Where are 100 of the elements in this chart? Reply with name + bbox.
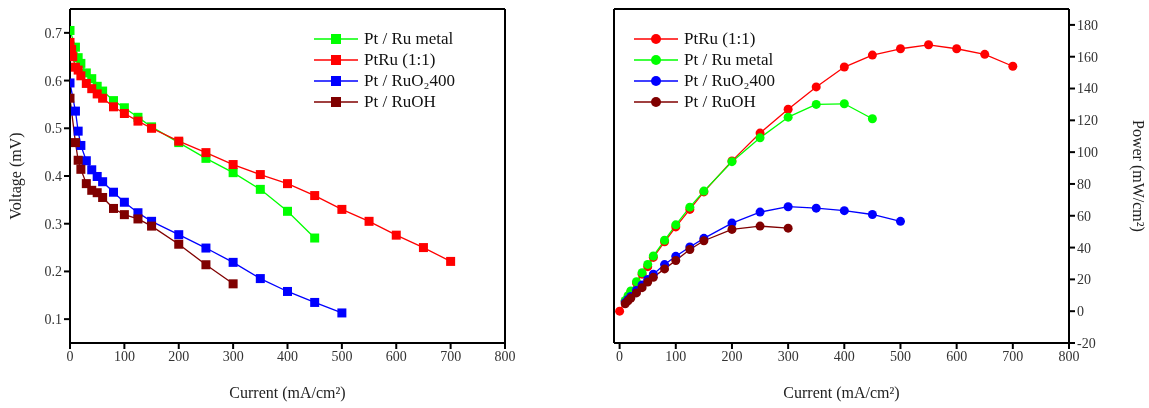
legend-label: Pt / RuOH bbox=[364, 91, 436, 112]
x-tick-label: 500 bbox=[331, 348, 353, 364]
point bbox=[364, 216, 374, 226]
point bbox=[98, 192, 108, 202]
point bbox=[133, 116, 143, 126]
x-tick-label: 0 bbox=[66, 348, 74, 364]
point bbox=[174, 230, 184, 240]
point bbox=[174, 239, 184, 249]
point bbox=[147, 221, 157, 231]
point bbox=[660, 264, 670, 274]
point bbox=[255, 184, 265, 194]
x-tick-label: 300 bbox=[777, 348, 799, 364]
y2-tick-label: 180 bbox=[1077, 17, 1098, 33]
y2-tick-label: 60 bbox=[1077, 208, 1091, 224]
y-tick-label: 0.2 bbox=[44, 264, 62, 280]
point bbox=[70, 106, 80, 116]
point bbox=[839, 99, 849, 109]
y-tick-label: 0.7 bbox=[44, 25, 62, 41]
point bbox=[201, 243, 211, 253]
y2-tick-label: 20 bbox=[1077, 272, 1091, 288]
point bbox=[755, 207, 765, 217]
y2-tick-label: -20 bbox=[1077, 335, 1096, 351]
y2-tick-label: 0 bbox=[1077, 304, 1084, 320]
point bbox=[98, 93, 108, 103]
point bbox=[839, 62, 849, 72]
legend-label: PtRu (1:1) bbox=[364, 49, 436, 70]
point bbox=[201, 260, 211, 270]
point bbox=[76, 71, 86, 81]
x-axis-title: Current (mA/cm²) bbox=[783, 384, 900, 402]
y-tick-label: 0.4 bbox=[44, 168, 62, 184]
x-tick-label: 400 bbox=[833, 348, 855, 364]
point bbox=[446, 256, 456, 266]
x-tick-label: 600 bbox=[385, 348, 407, 364]
y-tick-label: 0.1 bbox=[44, 312, 62, 328]
point bbox=[98, 177, 108, 187]
point bbox=[391, 230, 401, 240]
y2-tick-label: 120 bbox=[1077, 113, 1098, 129]
point bbox=[73, 126, 83, 136]
point bbox=[783, 202, 793, 212]
point bbox=[952, 44, 962, 54]
point bbox=[119, 197, 129, 207]
point bbox=[783, 112, 793, 122]
y2-tick-label: 100 bbox=[1077, 145, 1098, 161]
point bbox=[980, 49, 990, 59]
y-tick-label: 0.5 bbox=[44, 121, 62, 137]
x-tick-label: 400 bbox=[277, 348, 298, 364]
point bbox=[228, 160, 238, 170]
point bbox=[255, 274, 265, 284]
point bbox=[783, 104, 793, 114]
x-tick-label: 500 bbox=[889, 348, 911, 364]
point bbox=[109, 102, 118, 112]
y-tick-label: 0.3 bbox=[44, 216, 62, 232]
point bbox=[201, 148, 211, 158]
point bbox=[727, 224, 737, 234]
legend-label: PtRu (1:1) bbox=[684, 28, 756, 49]
point bbox=[755, 221, 765, 231]
legend-label: Pt / RuOH bbox=[684, 91, 756, 112]
y2-tick-label: 80 bbox=[1077, 176, 1091, 192]
point bbox=[255, 170, 265, 180]
x-tick-label: 100 bbox=[113, 348, 135, 364]
point bbox=[671, 255, 681, 265]
point bbox=[228, 279, 238, 289]
y2-tick-label: 160 bbox=[1077, 49, 1098, 65]
legend-label: Pt / Ru metal bbox=[364, 28, 454, 49]
point bbox=[81, 179, 91, 189]
point bbox=[337, 308, 347, 318]
y-axis-title: Voltage (mV) bbox=[6, 132, 25, 220]
point bbox=[924, 40, 934, 50]
point bbox=[283, 286, 292, 296]
point bbox=[783, 223, 793, 233]
point bbox=[337, 204, 347, 214]
x-tick-label: 800 bbox=[1058, 348, 1080, 364]
legend-label: Pt / RuO₂400 bbox=[684, 70, 775, 91]
point bbox=[283, 206, 292, 216]
point bbox=[119, 210, 129, 220]
point bbox=[133, 214, 143, 224]
x-tick-label: 200 bbox=[168, 348, 190, 364]
x-tick-label: 300 bbox=[222, 348, 244, 364]
point bbox=[867, 50, 877, 60]
x-tick-label: 700 bbox=[1002, 348, 1024, 364]
x-axis-title: Current (mA/cm²) bbox=[229, 384, 346, 402]
y2-axis-title: Power (mW/cm²) bbox=[1129, 120, 1148, 232]
point bbox=[109, 187, 118, 197]
point bbox=[70, 138, 80, 148]
legend-label: Pt / RuO₂400 bbox=[364, 70, 455, 91]
point bbox=[228, 257, 238, 267]
x-tick-label: 0 bbox=[616, 348, 624, 364]
x-tick-label: 700 bbox=[440, 348, 462, 364]
y2-tick-label: 140 bbox=[1077, 81, 1098, 97]
point bbox=[310, 233, 320, 243]
point bbox=[811, 203, 821, 213]
point bbox=[615, 306, 625, 316]
y2-tick-label: 40 bbox=[1077, 240, 1091, 256]
x-tick-label: 200 bbox=[721, 348, 743, 364]
point bbox=[867, 114, 877, 124]
point bbox=[811, 99, 821, 109]
point bbox=[76, 164, 86, 174]
point bbox=[109, 203, 118, 213]
point bbox=[310, 191, 320, 201]
y-tick-label: 0.6 bbox=[44, 73, 62, 89]
